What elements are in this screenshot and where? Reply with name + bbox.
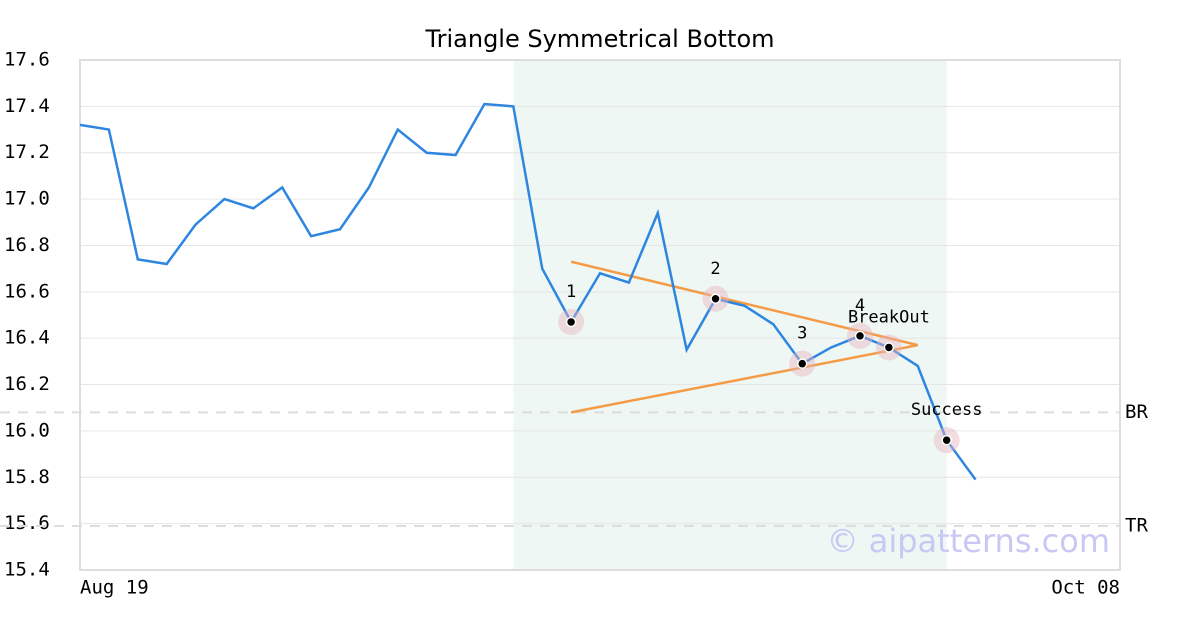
y-tick-label: 16.6	[4, 280, 50, 302]
point-label: 4	[855, 296, 865, 316]
x-tick-label: Aug 19	[80, 577, 149, 599]
y-tick-label: 16.8	[4, 234, 50, 256]
y-tick-label: 17.4	[4, 95, 50, 117]
x-tick-label: Oct 08	[1051, 577, 1120, 599]
watermark: © aipatterns.com	[827, 522, 1110, 560]
point-marker	[854, 330, 866, 342]
plot-frame	[79, 59, 1121, 571]
y-tick-label: 17.2	[4, 141, 50, 163]
y-tick-label: 15.8	[4, 466, 50, 488]
point-marker	[883, 342, 895, 353]
point-label: 2	[710, 259, 720, 279]
point-marker	[565, 316, 577, 328]
y-tick-label: 16.2	[4, 373, 50, 395]
pattern-region	[513, 60, 947, 570]
y-tick-label: 15.6	[4, 512, 50, 534]
y-tick-label: 16.0	[4, 419, 50, 441]
point-label: 1	[566, 282, 576, 302]
level-label: TR	[1125, 514, 1148, 536]
price-line	[79, 102, 977, 481]
point-marker	[796, 358, 808, 369]
y-tick-label: 16.4	[4, 327, 50, 349]
chart-title: Triangle Symmetrical Bottom	[424, 25, 774, 53]
level-label: BR	[1125, 401, 1148, 423]
point-marker	[710, 293, 721, 305]
point-label: 3	[797, 324, 807, 344]
point-label: Success	[911, 400, 983, 420]
point-label: BreakOut	[848, 307, 930, 327]
y-tick-label: 15.4	[4, 559, 50, 581]
y-tick-label: 17.0	[4, 188, 50, 210]
y-tick-label: 17.6	[4, 49, 50, 71]
trend-line	[570, 343, 919, 414]
point-marker	[941, 434, 952, 446]
